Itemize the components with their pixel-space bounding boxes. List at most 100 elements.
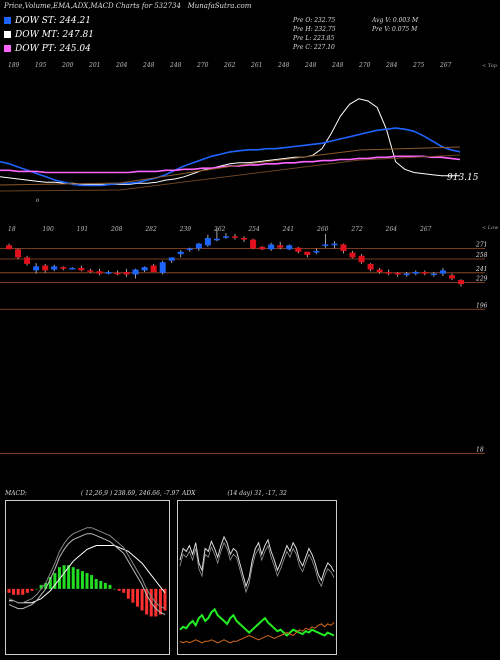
site-name: MunafaSutra.com [187,2,252,10]
stat-pre-open: Pre O: 232.75 [293,17,336,24]
candle [376,267,383,274]
legend-label-pt: DOW PT: 245.04 [15,44,91,54]
candle [69,267,76,270]
price-top-label: 260 [316,226,329,233]
candle [259,246,266,251]
macd-panel [5,500,170,655]
candle [33,263,40,274]
legend-dow-pt: DOW PT: 245.04 [4,44,91,54]
legend-label-st: DOW ST: 244.21 [15,16,91,26]
price-level-label: 271 [475,242,487,249]
macd-histogram-bar [21,588,25,595]
candle [385,269,392,276]
candle [349,250,356,259]
price-top-label: 190 [42,226,54,233]
macd-histogram-bar [44,582,48,589]
stat-pre-high: Pre H: 232.75 [293,26,336,33]
candle [60,266,67,271]
macd-histogram-bar [12,588,16,595]
candle [6,243,12,250]
price-candles [6,228,464,287]
ema-top-label: 200 [61,62,74,69]
price-top-label: 282 [144,226,157,233]
adx-plot [179,535,335,644]
ema-top-label: 204 [115,62,128,69]
adx-panel [177,500,337,655]
macd-histogram-bar [7,588,11,593]
ema-value-label: 913.15 [447,173,479,183]
ema-top-labels: 189 195 200 201 204 248 248 270 262 261 248 248 248 2… [8,62,452,69]
candle [277,242,284,250]
candle [367,263,374,272]
price-top-label: 241 [282,226,294,233]
macd-histogram-bar [25,588,29,593]
price-top-label: 262 [213,226,226,233]
price-top-label: 191 [77,226,88,233]
candle [241,236,248,243]
ema-top-label: 270 [196,62,209,69]
ema-line-0 [0,98,460,185]
candle [222,233,229,239]
macd-histogram-bar [85,573,89,589]
macd-histogram-bar [90,575,94,589]
candle [177,250,184,258]
ema-top-label: 248 [304,62,317,69]
macd-histogram-bar [62,565,66,589]
macd-histogram-bar [117,588,121,591]
ema-top-label: 248 [331,62,344,69]
candle [150,263,157,272]
macd-histogram-bar [103,582,107,589]
price-level-label: 241 [475,266,487,273]
macd-histogram-bar [163,588,167,611]
candle [313,248,320,255]
price-levels: 271 258 241 229 196 18 [0,242,488,454]
ema-top-corner-label: < Top [482,63,498,69]
chart-title: Price,Volume,EMA,ADX,MACD Charts for 532… [4,2,251,10]
macd-histogram-bar [122,588,126,593]
legend-label-mt: DOW MT: 247.81 [15,30,94,40]
macd-histogram-bar [39,584,43,589]
ema-line-brown-a [0,146,461,186]
ema-top-label: 262 [223,62,236,69]
price-level-label: 229 [475,276,488,283]
price-top-label: 254 [247,226,260,233]
candle [421,270,428,276]
candle [304,251,311,258]
price-level-label: 196 [476,302,488,309]
candle [331,241,338,249]
candle [430,272,437,277]
price-level-label: 18 [476,447,484,454]
macd-histogram-bar [53,573,57,589]
candle [132,268,139,279]
adx-minus-di-line [179,622,335,644]
macd-line-offset [8,527,166,610]
candle [268,242,275,251]
macd-histogram-bar [126,588,130,599]
candle [340,243,347,254]
macd-histogram-bar [30,588,34,591]
legend-dow-mt: DOW MT: 247.81 [4,30,94,40]
candle [141,266,148,272]
candle [168,257,175,264]
ema-line-brown-b [0,154,461,192]
candle [42,263,49,273]
candle [114,270,121,276]
macd-histogram-bar [131,588,135,603]
candle [195,242,202,251]
price-top-label: 272 [350,226,363,233]
macd-histogram-bar [48,577,52,589]
stat-pre-low: Pre L: 223.85 [293,35,335,42]
candle [439,267,446,277]
adx-line [179,535,335,588]
legend-dow-st: DOW ST: 244.21 [4,16,91,26]
macd-histogram-bar [71,567,75,589]
candle [105,270,112,275]
price-level-label: 258 [475,252,488,259]
adx-label: ADX [182,490,196,497]
candle [96,268,103,276]
legend-swatch-st [4,17,11,24]
macd-histogram-bar [140,588,144,611]
candle [358,254,365,264]
adx-params: (14 day) 31, -17, 32 [227,490,287,497]
ema-top-label: 248 [277,62,290,69]
